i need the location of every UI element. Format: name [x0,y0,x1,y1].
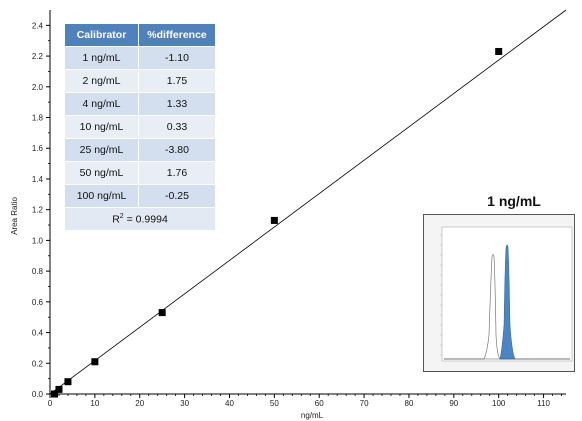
data-point [64,378,72,386]
table-row: 4 ng/mL 1.33 [65,92,216,115]
x-tick-label: 40 [225,399,234,408]
y-tick-label: 0.4 [32,329,44,338]
calibration-table: Calibrator %difference 1 ng/mL -1.10 2 n… [65,24,216,230]
r-squared-exponent: 2 [119,212,124,220]
y-tick-label: 2.4 [32,21,44,30]
inset-title: 1 ng/mL [487,193,541,209]
table-row: 10 ng/mL 0.33 [65,115,216,138]
table-header-difference: %difference [139,24,216,46]
y-tick-label: 0.6 [32,298,44,307]
y-tick-label: 1.4 [32,175,44,184]
table-cell-calibrator: 1 ng/mL [65,46,139,69]
table-cell-calibrator: 100 ng/mL [65,184,139,207]
table-cell-difference: 1.75 [139,69,216,92]
chart-axes [49,10,566,395]
data-point [270,216,278,224]
chromatogram-y-ticks [440,234,442,356]
chromatogram-plot [440,226,573,362]
r-squared-value: = 0.9994 [123,213,168,226]
data-point [50,390,58,398]
table-row: 50 ng/mL 1.76 [65,161,216,184]
table-row: 1 ng/mL -1.10 [65,46,216,69]
table-cell-calibrator: 50 ng/mL [65,161,139,184]
table-row: 100 ng/mL -0.25 [65,184,216,207]
x-tick-label: 80 [405,399,414,408]
fit-line [49,9,567,395]
x-tick-label: 70 [360,399,369,408]
table-cell-calibrator: 10 ng/mL [65,115,139,138]
y-tick-label: 2.0 [32,83,44,92]
x-tick-label: 50 [270,399,279,408]
chromatogram-inset [423,214,575,372]
r-squared-row: R2 = 0.9994 [65,207,216,230]
x-tick-label: 90 [449,399,458,408]
chart-ticks: 0.0 0.2 0.4 0.6 0.8 1.0 1.2 1.4 1.6 1.8 2.0 2.2 2.4 0… [32,21,562,408]
x-axis-label: ng/mL [301,411,324,420]
y-tick-label: 0.0 [32,390,44,399]
data-point [55,385,63,393]
y-tick-label: 1.2 [32,206,44,215]
x-tick-label: 10 [90,399,99,408]
x-tick-label: 100 [492,399,506,408]
y-tick-label: 1.0 [32,236,44,245]
y-tick-label: 2.2 [32,52,44,61]
y-axis-label: Area Ratio [10,197,19,235]
table-cell-difference: -0.25 [139,184,216,207]
r-squared-cell: R2 = 0.9994 [65,207,216,230]
data-point [158,309,166,317]
table-cell-difference: -3.80 [139,138,216,161]
table-cell-calibrator: 4 ng/mL [65,92,139,115]
table-cell-calibrator: 2 ng/mL [65,69,139,92]
x-tick-label: 30 [180,399,189,408]
x-tick-label: 0 [48,399,53,408]
y-tick-label: 1.8 [32,114,44,123]
data-markers [50,47,503,398]
chromatogram-peak-filled [499,244,516,360]
r-squared-symbol: R [112,213,120,226]
y-tick-label: 0.2 [32,359,44,368]
table-cell-calibrator: 25 ng/mL [65,138,139,161]
table-row: 25 ng/mL -3.80 [65,138,216,161]
x-tick-label: 60 [315,399,324,408]
table-cell-difference: -1.10 [139,46,216,69]
table-header-row: Calibrator %difference [65,24,216,46]
chromatogram-trace-outline [444,254,570,360]
y-tick-label: 1.6 [32,144,44,153]
data-point [91,358,99,366]
x-tick-label: 110 [537,399,550,408]
table-cell-difference: 1.76 [139,161,216,184]
x-tick-label: 20 [135,399,144,408]
y-tick-label: 0.8 [32,267,44,276]
table-cell-difference: 0.33 [139,115,216,138]
data-point [495,47,503,55]
table-header-calibrator: Calibrator [65,24,139,46]
table-row: 2 ng/mL 1.75 [65,69,216,92]
table-cell-difference: 1.33 [139,92,216,115]
fit-line-group [49,9,567,395]
